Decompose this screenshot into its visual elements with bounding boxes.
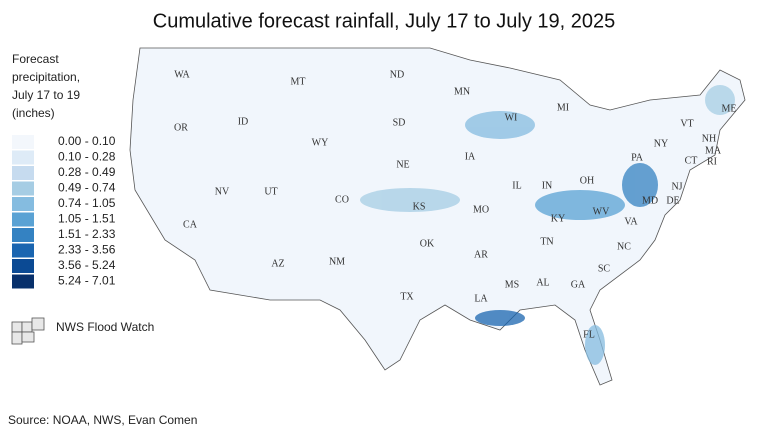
legend-label: 1.05 - 1.51: [58, 212, 116, 226]
legend-label: 0.28 - 0.49: [58, 165, 116, 179]
state-label: CA: [183, 219, 198, 230]
state-label: VA: [624, 216, 638, 227]
us-outline: [129, 47, 746, 386]
legend-swatch: [12, 135, 34, 149]
state-label: WI: [505, 112, 518, 123]
legend-label: 0.00 - 0.10: [58, 134, 116, 148]
state-label: LA: [474, 293, 488, 304]
state-label: CO: [335, 194, 349, 205]
state-label: NM: [329, 256, 345, 267]
state-label: NC: [617, 241, 631, 252]
legend-title: July 17 to 19: [12, 88, 80, 102]
state-label: RI: [707, 156, 717, 167]
state-label: MO: [473, 204, 489, 215]
legend-label: 0.10 - 0.28: [58, 150, 116, 164]
state-label: IN: [542, 180, 553, 191]
state-label: DE: [666, 195, 679, 206]
state-label: AL: [536, 277, 549, 288]
state-label: MI: [557, 102, 569, 113]
flood-watch-label: NWS Flood Watch: [56, 320, 154, 334]
legend-label: 3.56 - 5.24: [58, 258, 116, 272]
legend-swatch: [12, 181, 34, 196]
state-label: UT: [264, 186, 277, 197]
state-label: ND: [390, 69, 404, 80]
state-label: TN: [540, 236, 553, 247]
legend-label: 0.74 - 1.05: [58, 196, 116, 210]
state-label: NV: [215, 186, 230, 197]
state-label: OK: [420, 238, 435, 249]
state-label: VT: [680, 118, 693, 129]
legend-swatch: [12, 150, 34, 165]
state-label: KY: [551, 213, 565, 224]
state-label: MD: [642, 195, 658, 206]
state-label: OH: [580, 175, 594, 186]
legend-swatch: [12, 197, 34, 211]
state-label: NH: [702, 133, 716, 144]
state-label: MS: [505, 279, 519, 290]
legend-label: 1.51 - 2.33: [58, 227, 116, 241]
legend-swatch: [12, 212, 34, 227]
legend-title: Forecast: [12, 52, 59, 66]
legend-swatch: [12, 243, 34, 258]
state-label: NY: [654, 138, 668, 149]
legend-title: (inches): [12, 106, 55, 120]
state-label: CT: [685, 155, 698, 166]
state-label: KS: [413, 201, 426, 212]
source: Source: NOAA, NWS, Evan Comen: [8, 413, 197, 427]
legend: Forecast precipitation, July 17 to 19 (inch…: [12, 52, 116, 289]
legend-label: 0.49 - 0.74: [58, 181, 116, 195]
state-label: OR: [174, 122, 188, 133]
state-label: WV: [593, 206, 610, 217]
state-label: SD: [393, 117, 406, 128]
legend-title: precipitation,: [12, 70, 80, 84]
state-label: WA: [174, 69, 190, 80]
state-label: AZ: [271, 258, 284, 269]
state-label: MN: [454, 86, 470, 97]
legend-label: 2.33 - 3.56: [58, 243, 116, 257]
state-label: MT: [291, 76, 306, 87]
state-label: SC: [598, 263, 611, 274]
flood-watch-icon: [11, 317, 45, 345]
state-label: FL: [583, 329, 595, 340]
title: Cumulative forecast rainfall, July 17 to…: [153, 10, 615, 32]
state-label: WY: [312, 137, 329, 148]
state-label: GA: [571, 279, 586, 290]
legend-swatch: [12, 274, 34, 289]
state-label: IL: [512, 180, 521, 191]
state-label: IA: [465, 151, 476, 162]
legend-swatch: [12, 259, 34, 273]
legend-label: 5.24 - 7.01: [58, 274, 116, 288]
state-labels: WA OR CA NV ID MT WY UT AZ CO NM ND SD NE KS OK TX MN IA MO…: [174, 69, 736, 340]
legend-swatch: [12, 166, 34, 180]
state-label: ME: [722, 103, 737, 114]
state-label: ID: [238, 116, 249, 127]
rain-areas: [360, 85, 735, 365]
legend-swatch: [12, 228, 34, 242]
state-label: AR: [474, 249, 488, 260]
state-label: TX: [400, 291, 414, 302]
state-label: NJ: [671, 181, 682, 192]
state-label: MA: [705, 145, 722, 156]
state-label: PA: [631, 152, 644, 163]
state-label: NE: [396, 159, 409, 170]
